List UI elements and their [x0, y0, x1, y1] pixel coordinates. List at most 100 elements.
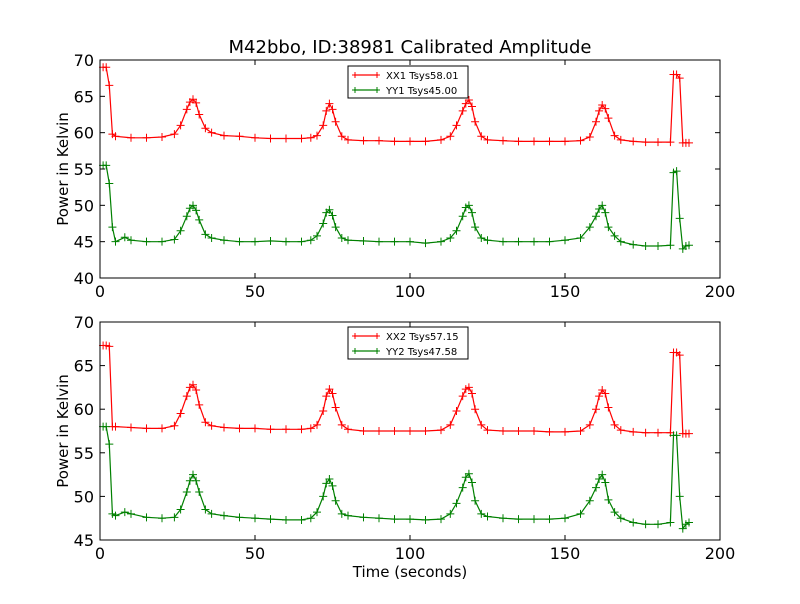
y-tick-label: 45 — [74, 233, 94, 252]
legend-label: XX2 Tsys57.15 — [386, 332, 459, 343]
data-point — [477, 509, 486, 518]
data-point — [576, 234, 585, 243]
y-tick-label: 70 — [74, 313, 94, 332]
data-point — [458, 106, 467, 115]
data-point — [616, 426, 625, 435]
data-point — [446, 420, 455, 429]
data-point — [446, 234, 455, 243]
data-point — [477, 132, 486, 141]
y-tick-label: 40 — [74, 269, 94, 288]
data-point — [390, 137, 399, 146]
data-point — [561, 236, 569, 245]
data-point — [585, 133, 594, 142]
legend-label: YY1 Tsys45.00 — [385, 86, 457, 97]
legend-label: YY2 Tsys47.58 — [385, 347, 457, 358]
series-markers-1 — [99, 63, 693, 147]
data-point — [142, 424, 151, 433]
y-tick-label: 45 — [74, 531, 94, 550]
data-point — [158, 133, 166, 142]
data-point — [458, 483, 467, 492]
data-point — [390, 237, 399, 246]
data-point — [235, 424, 244, 433]
data-point — [685, 518, 693, 527]
data-point — [189, 470, 197, 479]
data-point — [437, 515, 445, 524]
data-point — [120, 233, 129, 242]
data-point — [477, 420, 486, 429]
data-point — [576, 136, 585, 145]
data-point — [616, 514, 625, 523]
data-point — [251, 514, 259, 523]
data-point — [328, 105, 337, 114]
data-point — [610, 231, 619, 240]
data-point — [530, 137, 538, 146]
data-point — [322, 392, 331, 401]
x-tick-label: 200 — [705, 282, 736, 301]
legend-label: XX1 Tsys58.01 — [386, 71, 459, 82]
data-point — [545, 237, 554, 246]
data-point — [331, 117, 340, 126]
data-point — [595, 474, 604, 483]
data-point — [452, 121, 461, 130]
data-point — [471, 117, 480, 126]
x-tick-label: 100 — [395, 544, 426, 563]
data-point — [514, 515, 523, 524]
y-tick-label: 65 — [74, 357, 94, 376]
data-point — [601, 478, 610, 487]
data-point — [306, 133, 315, 142]
y-tick-label: 55 — [74, 444, 94, 463]
data-point — [375, 514, 383, 523]
data-point — [111, 132, 120, 141]
y-tick-label: 60 — [74, 124, 94, 143]
data-point — [592, 483, 600, 492]
data-point — [306, 424, 315, 433]
data-point — [344, 425, 352, 434]
data-point — [322, 479, 331, 488]
data-point — [170, 421, 179, 430]
data-point — [675, 351, 684, 360]
data-point — [176, 226, 185, 235]
data-point — [297, 237, 306, 246]
data-point — [654, 428, 662, 437]
data-point — [464, 383, 473, 392]
data-point — [576, 427, 585, 435]
data-point — [282, 237, 290, 246]
data-point — [666, 138, 675, 147]
data-point — [483, 135, 492, 144]
data-point — [610, 420, 619, 429]
data-point — [530, 427, 538, 435]
data-point — [325, 99, 334, 108]
y-axis-label: Power in Kelvin — [54, 374, 72, 488]
data-point — [629, 518, 638, 527]
data-point — [111, 511, 120, 520]
data-point — [458, 392, 467, 401]
data-point — [672, 431, 681, 440]
data-point — [313, 508, 321, 517]
data-point — [235, 513, 244, 522]
data-point — [251, 237, 259, 246]
data-point — [604, 495, 613, 504]
data-point — [561, 514, 569, 523]
data-point — [207, 128, 216, 137]
data-point — [176, 121, 185, 130]
data-point — [499, 237, 507, 246]
data-point — [142, 133, 151, 142]
data-point — [585, 496, 594, 505]
data-point — [375, 427, 383, 435]
data-point — [561, 137, 569, 146]
data-point — [176, 409, 185, 418]
data-point — [629, 427, 638, 436]
data-point — [685, 241, 693, 250]
data-point — [375, 237, 383, 246]
data-point — [390, 515, 399, 524]
legend-marker — [352, 72, 358, 78]
data-point — [675, 74, 684, 83]
data-point — [641, 242, 650, 251]
data-point — [359, 236, 368, 245]
data-point — [282, 134, 290, 143]
data-point — [266, 236, 275, 245]
data-point — [446, 132, 455, 141]
data-point — [530, 515, 538, 524]
data-point — [375, 136, 383, 145]
